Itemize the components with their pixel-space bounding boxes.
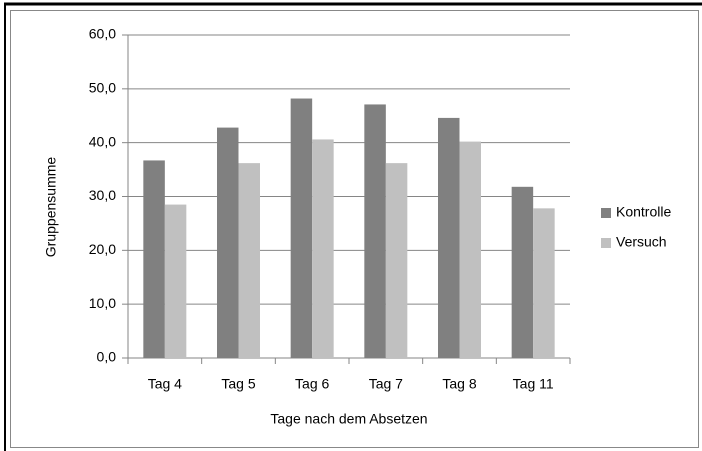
y-tick-label: 0,0 <box>97 349 117 365</box>
bar <box>533 208 555 358</box>
bar <box>511 186 534 358</box>
legend-label: Kontrolle <box>616 204 671 220</box>
chart-border <box>10 10 699 448</box>
bar <box>217 127 239 359</box>
y-tick-label: 10,0 <box>89 295 116 311</box>
x-tick-label: Tag 7 <box>369 376 403 392</box>
y-tick-label: 30,0 <box>89 187 116 203</box>
y-tick-label: 50,0 <box>89 80 116 96</box>
bar <box>364 104 386 358</box>
x-axis-title: Tage nach dem Absetzen <box>270 411 427 427</box>
x-tick-label: Tag 4 <box>148 376 182 392</box>
legend-swatch <box>601 208 611 218</box>
bar <box>312 139 334 358</box>
x-tick-label: Tag 11 <box>513 376 554 392</box>
bar <box>459 141 481 358</box>
y-axis-title: Gruppensumme <box>43 157 59 258</box>
bar <box>143 160 165 358</box>
legend-label: Versuch <box>616 234 667 250</box>
x-tick-label: Tag 8 <box>442 376 476 392</box>
bar <box>238 163 260 358</box>
bar <box>438 117 460 358</box>
x-tick-label: Tag 6 <box>295 376 329 392</box>
bar <box>290 98 313 359</box>
y-tick-label: 20,0 <box>89 241 116 257</box>
y-tick-label: 40,0 <box>89 133 116 149</box>
x-tick-label: Tag 5 <box>221 376 255 392</box>
legend-swatch <box>601 238 611 248</box>
bar <box>164 204 187 358</box>
bar <box>385 163 408 358</box>
y-tick-label: 60,0 <box>89 26 116 42</box>
